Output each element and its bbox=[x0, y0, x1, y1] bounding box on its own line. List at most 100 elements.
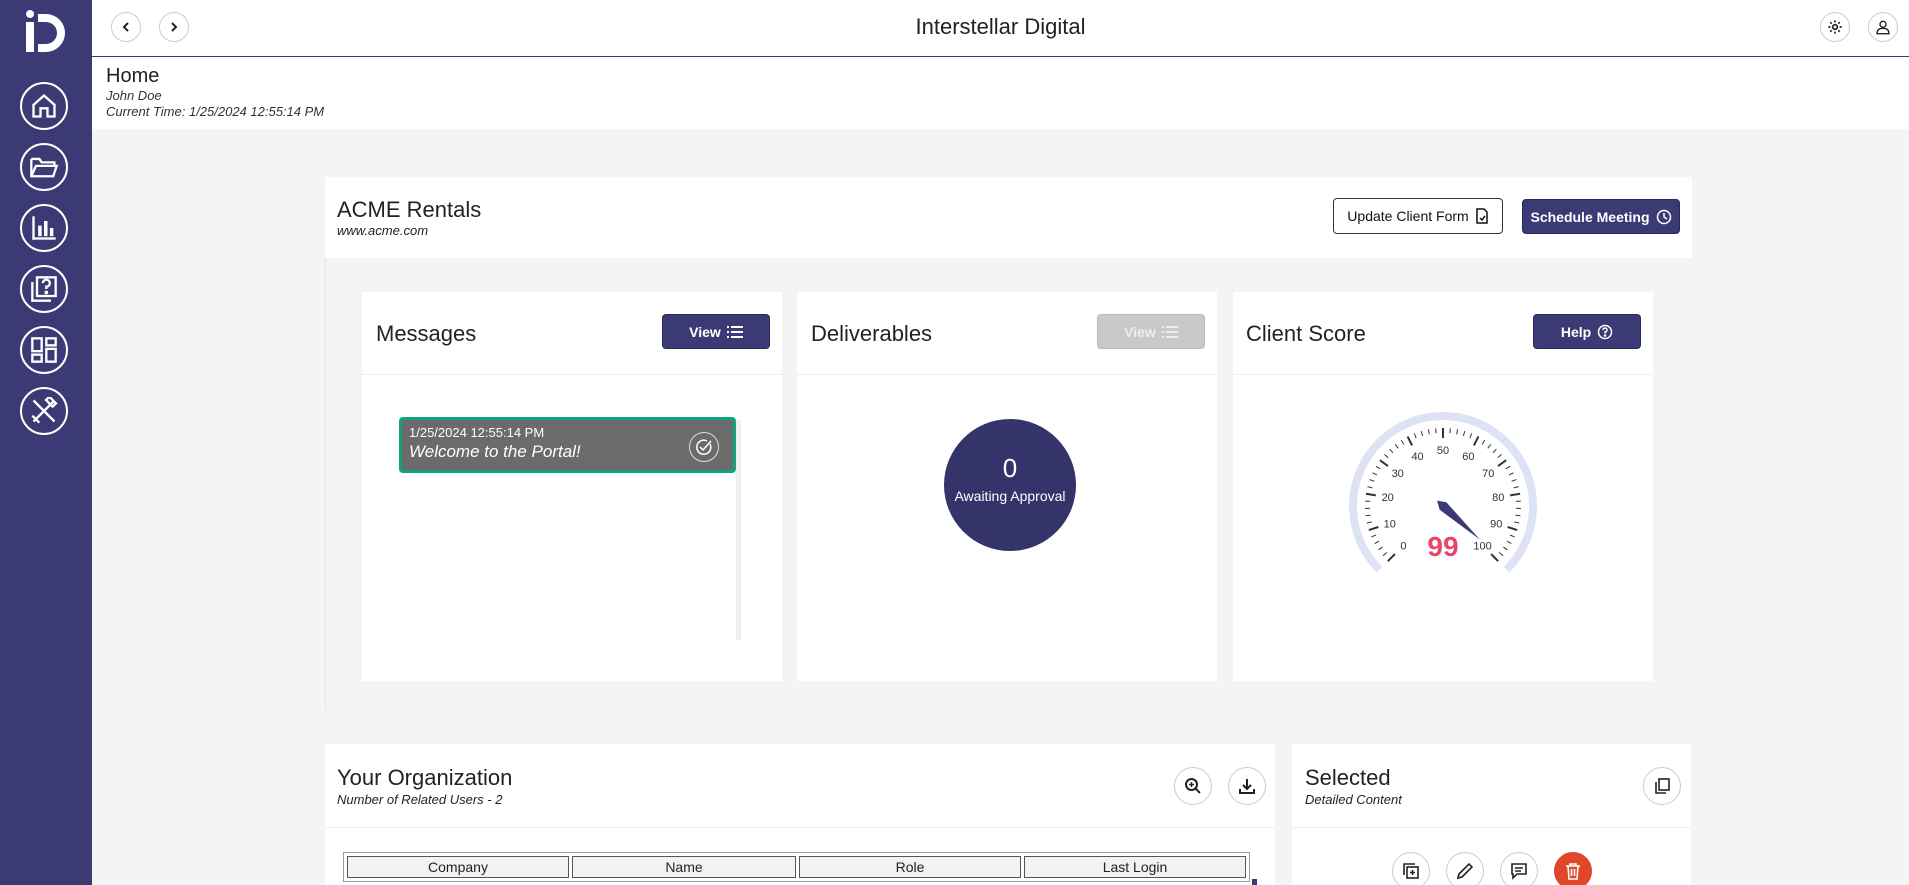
app-title: Interstellar Digital bbox=[915, 14, 1086, 39]
gauge-minor-tick bbox=[1400, 439, 1405, 445]
gauge-major-tick bbox=[1490, 553, 1499, 562]
nav-dashboard[interactable] bbox=[20, 326, 68, 374]
check-circle-icon bbox=[696, 439, 712, 455]
client-score-card bbox=[1233, 292, 1653, 681]
help-icon bbox=[31, 276, 57, 302]
section-border bbox=[325, 258, 326, 710]
gauge-minor-tick bbox=[1420, 430, 1424, 437]
deliverables-view-button[interactable]: View bbox=[1097, 314, 1205, 349]
delete-button[interactable] bbox=[1554, 852, 1592, 885]
gauge-minor-tick bbox=[1509, 534, 1515, 538]
folder-icon bbox=[30, 157, 59, 178]
comment-button[interactable] bbox=[1500, 852, 1538, 885]
gauge-arc bbox=[1349, 412, 1537, 573]
gauge-minor-tick bbox=[1497, 454, 1502, 459]
pencil-icon bbox=[1456, 862, 1474, 880]
gauge-major-tick bbox=[1379, 459, 1389, 467]
page-title: Home bbox=[106, 65, 160, 87]
gauge-major-tick bbox=[1510, 492, 1521, 497]
user-icon bbox=[1876, 20, 1890, 35]
mark-read-button[interactable] bbox=[689, 432, 719, 462]
gauge-minor-tick bbox=[1508, 472, 1514, 476]
download-icon bbox=[1239, 779, 1255, 794]
edit-button[interactable] bbox=[1446, 852, 1484, 885]
message-item[interactable]: 1/25/2024 12:55:14 PM Welcome to the Por… bbox=[399, 417, 736, 473]
gauge-minor-tick bbox=[1481, 439, 1486, 445]
table-header-last-login[interactable]: Last Login bbox=[1024, 856, 1246, 878]
gauge-minor-tick bbox=[1503, 546, 1508, 551]
search-icon bbox=[1185, 778, 1201, 794]
organization-table: Company Name Role Last Login bbox=[343, 852, 1250, 882]
gauge-minor-tick bbox=[1498, 552, 1504, 557]
table-header-role[interactable]: Role bbox=[799, 856, 1021, 878]
selected-subtitle: Detailed Content bbox=[1305, 792, 1402, 807]
deliverables-count-label: Awaiting Approval bbox=[954, 488, 1066, 504]
selected-title: Selected bbox=[1305, 765, 1391, 790]
document-icon bbox=[1475, 208, 1488, 224]
message-text: Welcome to the Portal! bbox=[409, 442, 581, 461]
table-header-name[interactable]: Name bbox=[572, 856, 796, 878]
app-logo[interactable] bbox=[24, 8, 68, 54]
tools-icon bbox=[31, 397, 58, 424]
nav-reports[interactable] bbox=[20, 204, 68, 252]
gauge-minor-tick bbox=[1389, 448, 1394, 454]
message-date: 1/25/2024 12:55:14 PM bbox=[409, 425, 545, 440]
settings-button[interactable] bbox=[1820, 12, 1850, 42]
comment-icon bbox=[1511, 863, 1527, 880]
client-score-divider bbox=[1233, 374, 1653, 375]
gauge-needle bbox=[1437, 500, 1480, 540]
gauge-labels: 0 10 20 30 40 50 60 70 80 90 100 bbox=[1382, 445, 1505, 553]
update-client-form-button[interactable]: Update Client Form bbox=[1333, 198, 1503, 234]
messages-scrollbar[interactable] bbox=[736, 420, 741, 640]
organization-download-button[interactable] bbox=[1228, 767, 1266, 805]
back-button[interactable] bbox=[111, 12, 141, 42]
schedule-meeting-button[interactable]: Schedule Meeting bbox=[1522, 199, 1680, 234]
gauge-minor-tick bbox=[1394, 444, 1399, 449]
client-score-help-button[interactable]: Help bbox=[1533, 314, 1641, 349]
gauge-tick-label: 30 bbox=[1392, 468, 1404, 480]
messages-view-button[interactable]: View bbox=[662, 314, 770, 349]
gauge-minor-tick bbox=[1413, 433, 1417, 439]
deliverables-counter: 0 Awaiting Approval bbox=[944, 419, 1076, 551]
gauge-major-tick bbox=[1497, 459, 1507, 467]
gauge-major-tick bbox=[1472, 436, 1480, 446]
home-icon bbox=[32, 93, 56, 118]
selected-divider bbox=[1292, 827, 1691, 828]
gauge-major-tick bbox=[1406, 436, 1414, 446]
gauge-tick-label: 0 bbox=[1400, 541, 1406, 553]
gauge-minor-tick bbox=[1375, 465, 1381, 470]
gauge-minor-tick bbox=[1513, 486, 1519, 489]
table-scrollbar[interactable] bbox=[1252, 879, 1257, 885]
table-header-company[interactable]: Company bbox=[347, 856, 569, 878]
add-item-button[interactable] bbox=[1392, 852, 1430, 885]
nav-folders[interactable] bbox=[20, 143, 68, 191]
organization-subtitle: Number of Related Users - 2 bbox=[337, 792, 503, 807]
page-user: John Doe bbox=[106, 88, 162, 103]
gauge-minor-tick bbox=[1514, 521, 1520, 524]
top-bar: Interstellar Digital bbox=[92, 0, 1909, 57]
messages-title: Messages bbox=[376, 321, 477, 346]
user-button[interactable] bbox=[1868, 12, 1898, 42]
client-score-value: 99 bbox=[1427, 531, 1458, 562]
gauge-tick-label: 50 bbox=[1437, 445, 1449, 457]
gauge-tick-label: 80 bbox=[1492, 492, 1504, 504]
forward-button[interactable] bbox=[159, 12, 189, 42]
messages-card bbox=[362, 292, 782, 681]
page-header: Home John Doe Current Time: 1/25/2024 12… bbox=[92, 57, 1909, 129]
nav-help[interactable] bbox=[20, 265, 68, 313]
gauge-major-tick bbox=[1387, 553, 1396, 562]
organization-divider bbox=[325, 827, 1275, 828]
client-score-gauge: 0 10 20 30 40 50 60 70 80 90 100 99 bbox=[1349, 412, 1537, 573]
gauge-minor-tick bbox=[1384, 454, 1389, 459]
gauge-tick-label: 20 bbox=[1382, 492, 1394, 504]
nav-tools[interactable] bbox=[20, 387, 68, 435]
gauge-minor-tick bbox=[1378, 546, 1383, 551]
gauge-minor-tick bbox=[1462, 430, 1466, 437]
gauge-minor-tick bbox=[1515, 514, 1521, 517]
organization-search-button[interactable] bbox=[1174, 767, 1212, 805]
copy-button[interactable] bbox=[1643, 767, 1681, 805]
gauge-minor-tick bbox=[1492, 448, 1497, 454]
gauge-major-tick bbox=[1507, 526, 1518, 532]
nav-home[interactable] bbox=[20, 82, 68, 130]
deliverables-view-label: View bbox=[1124, 323, 1156, 340]
